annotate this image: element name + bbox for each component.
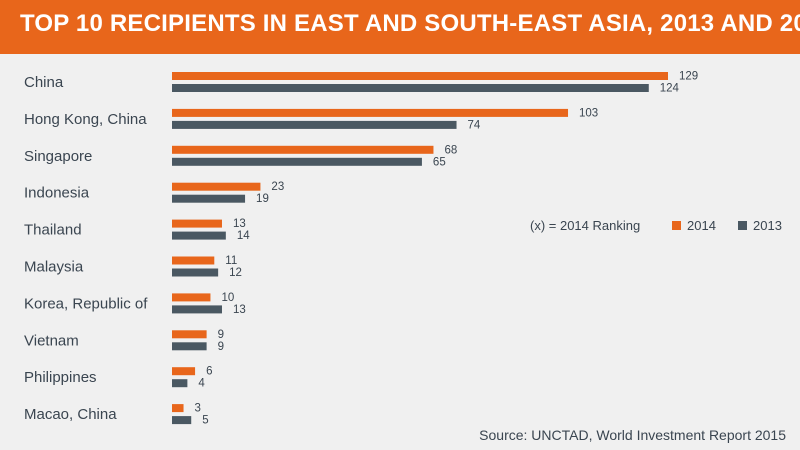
bar-2013	[172, 157, 422, 166]
category-label: China	[24, 74, 64, 91]
bar-2013	[172, 305, 222, 314]
data-label-2013: 13	[233, 304, 246, 316]
data-label-2014: 6	[206, 366, 212, 378]
data-label-2013: 12	[229, 267, 242, 279]
bar-2013	[172, 342, 207, 351]
data-label-2014: 10	[221, 292, 234, 304]
bar-2014	[172, 182, 261, 191]
bar-2014	[172, 256, 215, 265]
bar-2014	[172, 293, 211, 302]
data-label-2014: 129	[679, 71, 698, 83]
bar-2013	[172, 84, 649, 92]
data-label-2014: 68	[444, 144, 457, 156]
data-label-2014: 23	[271, 181, 284, 193]
data-label-2014: 13	[233, 218, 246, 230]
bar-2013	[172, 416, 192, 425]
data-label-2014: 103	[579, 107, 598, 119]
bar-2014	[172, 219, 222, 228]
data-label-2013: 4	[198, 378, 205, 390]
data-label-2013: 14	[237, 230, 250, 242]
bar-2014	[172, 72, 668, 80]
category-label: Indonesia	[24, 185, 90, 202]
category-label: Korea, Republic of	[24, 295, 148, 312]
data-label-2013: 74	[468, 119, 481, 131]
data-label-2013: 19	[256, 193, 269, 205]
legend-label-2013: 2013	[753, 218, 782, 233]
category-label: Philippines	[24, 369, 97, 386]
category-label: Thailand	[24, 222, 82, 239]
data-label-2013: 65	[433, 156, 446, 168]
category-label: Malaysia	[24, 259, 84, 276]
data-label-2014: 9	[218, 329, 224, 341]
title-banner: TOP 10 RECIPIENTS IN EAST AND SOUTH-EAST…	[0, 0, 800, 54]
category-label: Macao, China	[24, 406, 117, 423]
bar-2014	[172, 367, 196, 376]
category-label: Singapore	[24, 148, 92, 165]
data-label-2013: 124	[660, 83, 680, 95]
data-label-2013: 9	[218, 341, 224, 353]
bar-2013	[172, 231, 226, 240]
legend-label-2014: 2014	[687, 218, 716, 233]
category-label: Hong Kong, China	[24, 111, 147, 128]
data-label-2014: 11	[225, 255, 237, 267]
bar-2014	[172, 404, 184, 413]
bar-2014	[172, 330, 207, 339]
data-label-2013: 5	[202, 415, 208, 427]
legend-swatch-2013	[738, 221, 747, 230]
bar-2013	[172, 379, 188, 388]
data-label-2014: 3	[195, 403, 201, 415]
bar-2013	[172, 268, 219, 277]
bar-2013	[172, 194, 246, 203]
bar-2014	[172, 145, 434, 154]
source-note: Source: UNCTAD, World Investment Report …	[479, 427, 786, 443]
chart-title: TOP 10 RECIPIENTS IN EAST AND SOUTH-EAST…	[20, 10, 800, 37]
legend-swatch-2014	[672, 221, 681, 230]
bar-2013	[172, 120, 457, 129]
category-label: Vietnam	[24, 332, 79, 349]
legend-ranking-note: (x) = 2014 Ranking	[530, 218, 640, 233]
bar-2014	[172, 108, 569, 117]
